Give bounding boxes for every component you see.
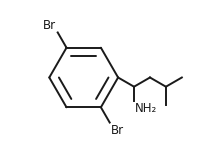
Text: NH₂: NH₂	[135, 102, 157, 115]
Text: Br: Br	[43, 19, 56, 32]
Text: Br: Br	[111, 124, 124, 137]
